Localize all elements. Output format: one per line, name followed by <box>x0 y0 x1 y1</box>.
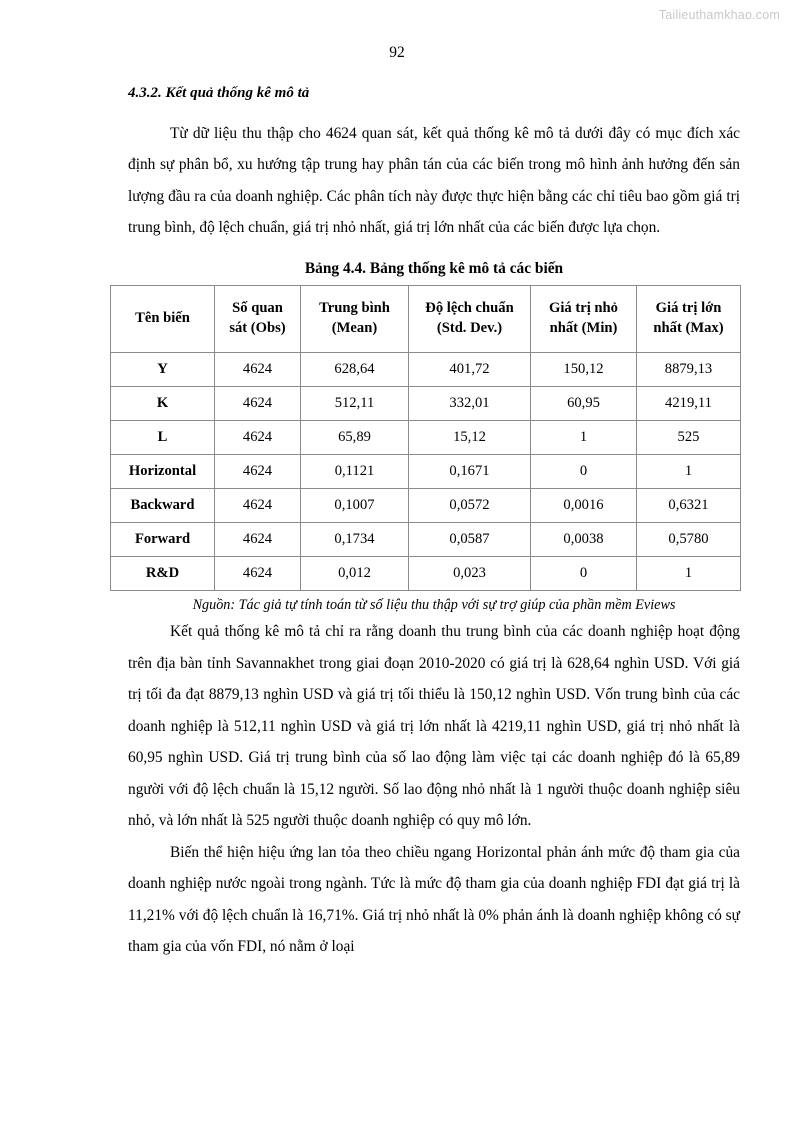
column-header-std-line1: Độ lệch chuẩn <box>425 300 514 317</box>
cell-min: 1 <box>530 420 637 456</box>
cell-std: 0,1671 <box>408 454 531 490</box>
cell-std: 401,72 <box>408 352 531 388</box>
cell-min: 0 <box>530 556 637 592</box>
table-source-note: Nguồn: Tác giả tự tính toán từ số liệu t… <box>192 597 676 614</box>
table-row: Y 4624 628,64 401,72 150,12 8879,13 <box>110 352 741 388</box>
paragraph-intro: Từ dữ liệu thu thập cho 4624 quan sát, k… <box>128 124 740 237</box>
column-header-std: Độ lệch chuẩn (Std. Dev.) <box>408 285 531 354</box>
cell-obs: 4624 <box>214 454 301 490</box>
cell-variable-name: Y <box>110 352 215 388</box>
column-header-mean: Trung bình (Mean) <box>300 285 409 354</box>
cell-max: 0,5780 <box>636 522 741 558</box>
cell-max: 1 <box>636 556 741 592</box>
cell-variable-name: R&D <box>110 556 215 592</box>
cell-max: 525 <box>636 420 741 456</box>
cell-min: 0,0016 <box>530 488 637 524</box>
cell-max: 1 <box>636 454 741 490</box>
page-number: 92 <box>389 44 405 61</box>
table-row: Forward 4624 0,1734 0,0587 0,0038 0,5780 <box>110 522 741 558</box>
column-header-obs-line2: sát (Obs) <box>229 320 286 337</box>
table-row: R&D 4624 0,012 0,023 0 1 <box>110 556 741 592</box>
column-header-mean-line2: (Mean) <box>331 320 378 337</box>
cell-max: 8879,13 <box>636 352 741 388</box>
cell-std: 0,0587 <box>408 522 531 558</box>
cell-std: 332,01 <box>408 386 531 422</box>
cell-min: 60,95 <box>530 386 637 422</box>
paragraph-after-table-1: Kết quả thống kê mô tả chỉ ra rằng doanh… <box>128 623 740 830</box>
cell-obs: 4624 <box>214 556 301 592</box>
table-row: L 4624 65,89 15,12 1 525 <box>110 420 741 456</box>
section-heading: 4.3.2. Kết quả thống kê mô tả <box>128 85 310 101</box>
cell-variable-name: K <box>110 386 215 422</box>
column-header-min-line2: nhất (Min) <box>549 320 618 337</box>
column-header-max-line1: Giá trị lớn <box>655 300 722 317</box>
cell-min: 0 <box>530 454 637 490</box>
table-body: Y 4624 628,64 401,72 150,12 8879,13 K 46… <box>110 352 741 592</box>
cell-obs: 4624 <box>214 522 301 558</box>
descriptive-statistics-table: Tên biến Số quan sát (Obs) Trung bình (M… <box>110 285 741 592</box>
page-content: 4.3.2. Kết quả thống kê mô tả Từ dữ liệu… <box>110 84 741 963</box>
cell-obs: 4624 <box>214 352 301 388</box>
column-header-std-line2: (Std. Dev.) <box>436 320 503 337</box>
cell-variable-name: Backward <box>110 488 215 524</box>
cell-min: 150,12 <box>530 352 637 388</box>
cell-mean: 628,64 <box>300 352 409 388</box>
table-row: Horizontal 4624 0,1121 0,1671 0 1 <box>110 454 741 490</box>
table-header-row: Tên biến Số quan sát (Obs) Trung bình (M… <box>110 285 741 354</box>
paragraph-after-table-2: Biến thể hiện hiệu ứng lan tỏa theo chiề… <box>128 843 740 956</box>
cell-variable-name: Forward <box>110 522 215 558</box>
cell-mean: 0,1007 <box>300 488 409 524</box>
cell-std: 15,12 <box>408 420 531 456</box>
table-caption: Bảng 4.4. Bảng thống kê mô tả các biến <box>304 259 564 277</box>
cell-mean: 512,11 <box>300 386 409 422</box>
cell-min: 0,0038 <box>530 522 637 558</box>
table-row: Backward 4624 0,1007 0,0572 0,0016 0,632… <box>110 488 741 524</box>
column-header-obs-line1: Số quan <box>232 300 283 317</box>
cell-mean: 0,1121 <box>300 454 409 490</box>
column-header-min: Giá trị nhỏ nhất (Min) <box>530 285 637 354</box>
cell-mean: 0,1734 <box>300 522 409 558</box>
cell-mean: 0,012 <box>300 556 409 592</box>
column-header-mean-line1: Trung bình <box>319 300 390 317</box>
cell-std: 0,023 <box>408 556 531 592</box>
column-header-max-line2: nhất (Max) <box>653 320 724 337</box>
cell-obs: 4624 <box>214 420 301 456</box>
cell-obs: 4624 <box>214 488 301 524</box>
column-header-variable-line1: Tên biến <box>135 310 190 327</box>
column-header-variable: Tên biến <box>110 285 215 354</box>
cell-max: 0,6321 <box>636 488 741 524</box>
cell-variable-name: L <box>110 420 215 456</box>
column-header-max: Giá trị lớn nhất (Max) <box>636 285 741 354</box>
table-row: K 4624 512,11 332,01 60,95 4219,11 <box>110 386 741 422</box>
cell-max: 4219,11 <box>636 386 741 422</box>
column-header-obs: Số quan sát (Obs) <box>214 285 301 354</box>
watermark-text: Tailieuthamkhao.com <box>658 8 780 22</box>
table-header: Tên biến Số quan sát (Obs) Trung bình (M… <box>110 285 741 354</box>
cell-std: 0,0572 <box>408 488 531 524</box>
cell-mean: 65,89 <box>300 420 409 456</box>
column-header-min-line1: Giá trị nhỏ <box>549 300 618 317</box>
cell-obs: 4624 <box>214 386 301 422</box>
cell-variable-name: Horizontal <box>110 454 215 490</box>
